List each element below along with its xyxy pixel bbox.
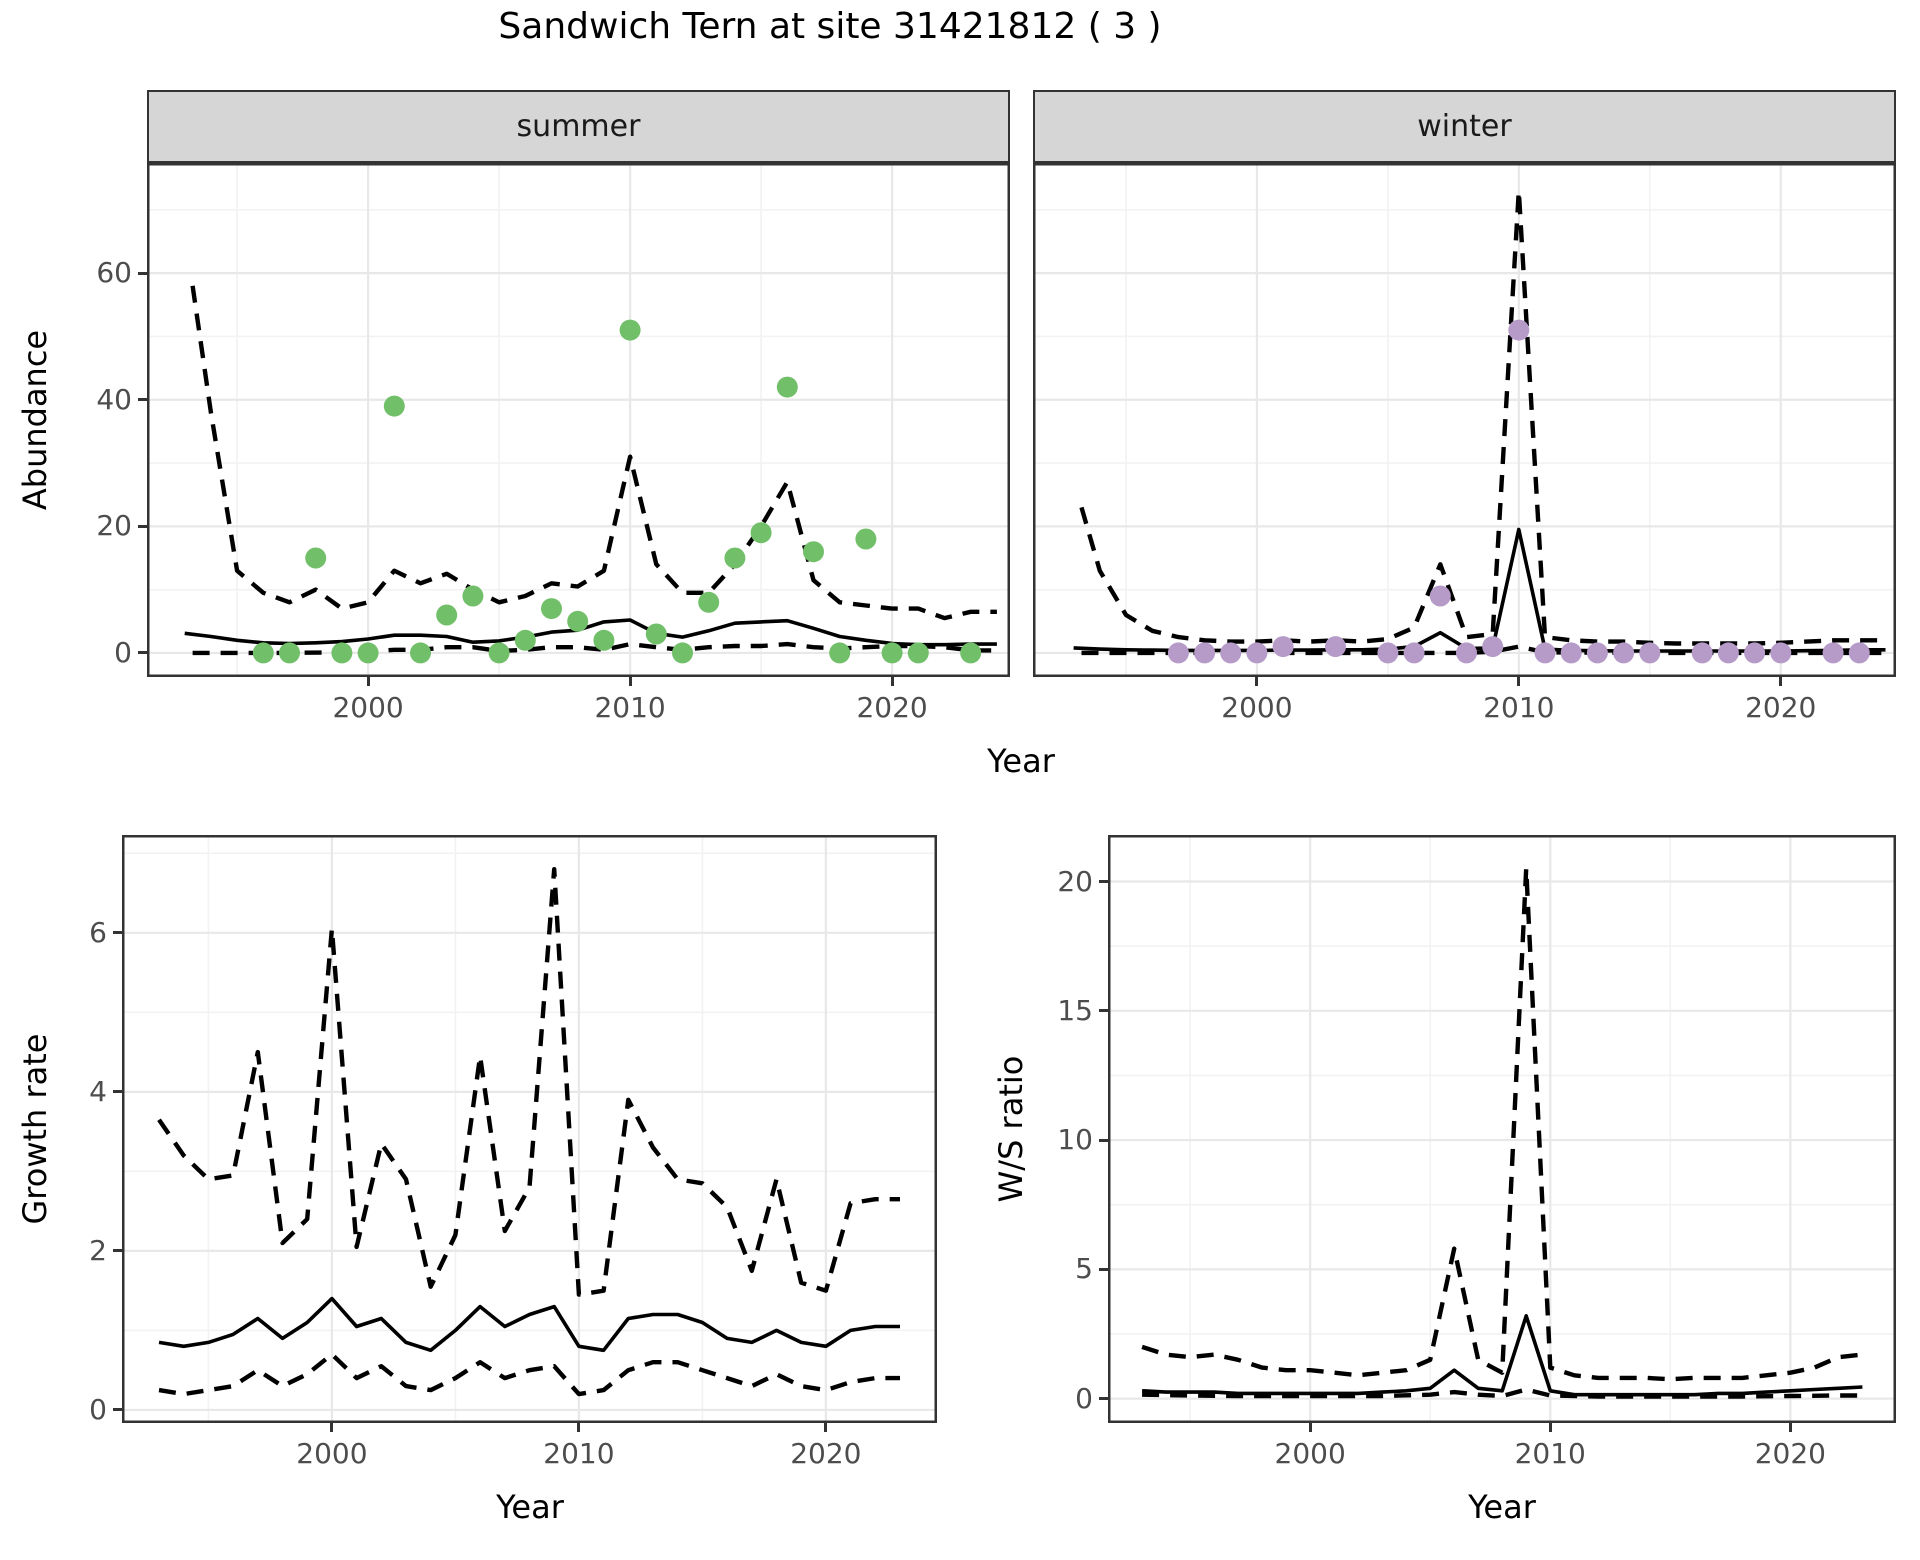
y-tick-mark xyxy=(1099,1138,1108,1142)
x-tick-mark xyxy=(1255,677,1259,686)
panel-abundance-summer xyxy=(147,163,1010,677)
x-tick-label: 2000 xyxy=(1274,1437,1346,1470)
x-tick-mark xyxy=(330,1423,334,1432)
y-tick-label: 4 xyxy=(89,1074,107,1108)
y-axis-title-abundance: Abundance xyxy=(16,329,54,511)
x-tick-label: 2010 xyxy=(543,1437,615,1470)
y-tick-mark xyxy=(138,271,147,275)
x-tick-mark xyxy=(1548,1423,1552,1432)
y-tick-mark xyxy=(113,1090,122,1094)
x-tick-label: 2000 xyxy=(1221,691,1293,724)
x-tick-label: 2020 xyxy=(856,691,928,724)
facet-strip-summer: summer xyxy=(147,90,1010,163)
x-tick-mark xyxy=(1779,677,1783,686)
y-tick-mark xyxy=(1099,1009,1108,1013)
y-tick-mark xyxy=(113,931,122,935)
y-tick-mark xyxy=(138,651,147,655)
y-tick-label: 6 xyxy=(89,915,107,949)
y-tick-mark xyxy=(1099,880,1108,884)
panel-abundance-winter xyxy=(1033,163,1896,677)
y-tick-label: 40 xyxy=(96,382,132,416)
chart-title: Sandwich Tern at site 31421812 ( 3 ) xyxy=(498,6,1162,47)
y-tick-label: 0 xyxy=(89,1392,107,1426)
x-tick-mark xyxy=(366,677,370,686)
x-tick-label: 2020 xyxy=(790,1437,862,1470)
y-tick-mark xyxy=(113,1249,122,1253)
x-tick-label: 2000 xyxy=(332,691,404,724)
x-tick-label: 2020 xyxy=(1745,691,1817,724)
x-tick-label: 2010 xyxy=(594,691,666,724)
y-tick-label: 0 xyxy=(1075,1381,1093,1415)
y-tick-mark xyxy=(138,524,147,528)
y-tick-label: 60 xyxy=(96,256,132,290)
facet-strip-summer-label: summer xyxy=(516,109,641,144)
y-tick-label: 20 xyxy=(1057,864,1093,898)
y-tick-mark xyxy=(1099,1267,1108,1271)
x-tick-mark xyxy=(1517,677,1521,686)
x-tick-label: 2000 xyxy=(296,1437,368,1470)
y-tick-mark xyxy=(138,398,147,402)
facet-strip-winter-label: winter xyxy=(1417,109,1512,144)
panel-growth-rate xyxy=(122,835,937,1423)
x-axis-title-growth-rate: Year xyxy=(496,1488,564,1526)
y-tick-label: 20 xyxy=(96,509,132,543)
x-tick-label: 2020 xyxy=(1754,1437,1826,1470)
y-tick-label: 10 xyxy=(1057,1123,1093,1157)
y-tick-label: 15 xyxy=(1057,993,1093,1027)
x-tick-mark xyxy=(577,1423,581,1432)
y-tick-label: 0 xyxy=(114,635,132,669)
facet-strip-winter: winter xyxy=(1033,90,1896,163)
x-tick-mark xyxy=(824,1423,828,1432)
y-axis-title-growth-rate: Growth rate xyxy=(16,1033,54,1225)
y-tick-label: 2 xyxy=(89,1233,107,1267)
x-tick-label: 2010 xyxy=(1483,691,1555,724)
x-tick-mark xyxy=(890,677,894,686)
y-tick-label: 5 xyxy=(1075,1252,1093,1286)
x-tick-mark xyxy=(1308,1423,1312,1432)
x-tick-mark xyxy=(1788,1423,1792,1432)
x-axis-title-ws-ratio: Year xyxy=(1468,1488,1536,1526)
x-axis-title-top: Year xyxy=(987,742,1055,780)
y-tick-mark xyxy=(113,1408,122,1412)
x-tick-mark xyxy=(628,677,632,686)
y-tick-mark xyxy=(1099,1397,1108,1401)
panel-ws-ratio xyxy=(1108,835,1896,1423)
x-tick-label: 2010 xyxy=(1514,1437,1586,1470)
